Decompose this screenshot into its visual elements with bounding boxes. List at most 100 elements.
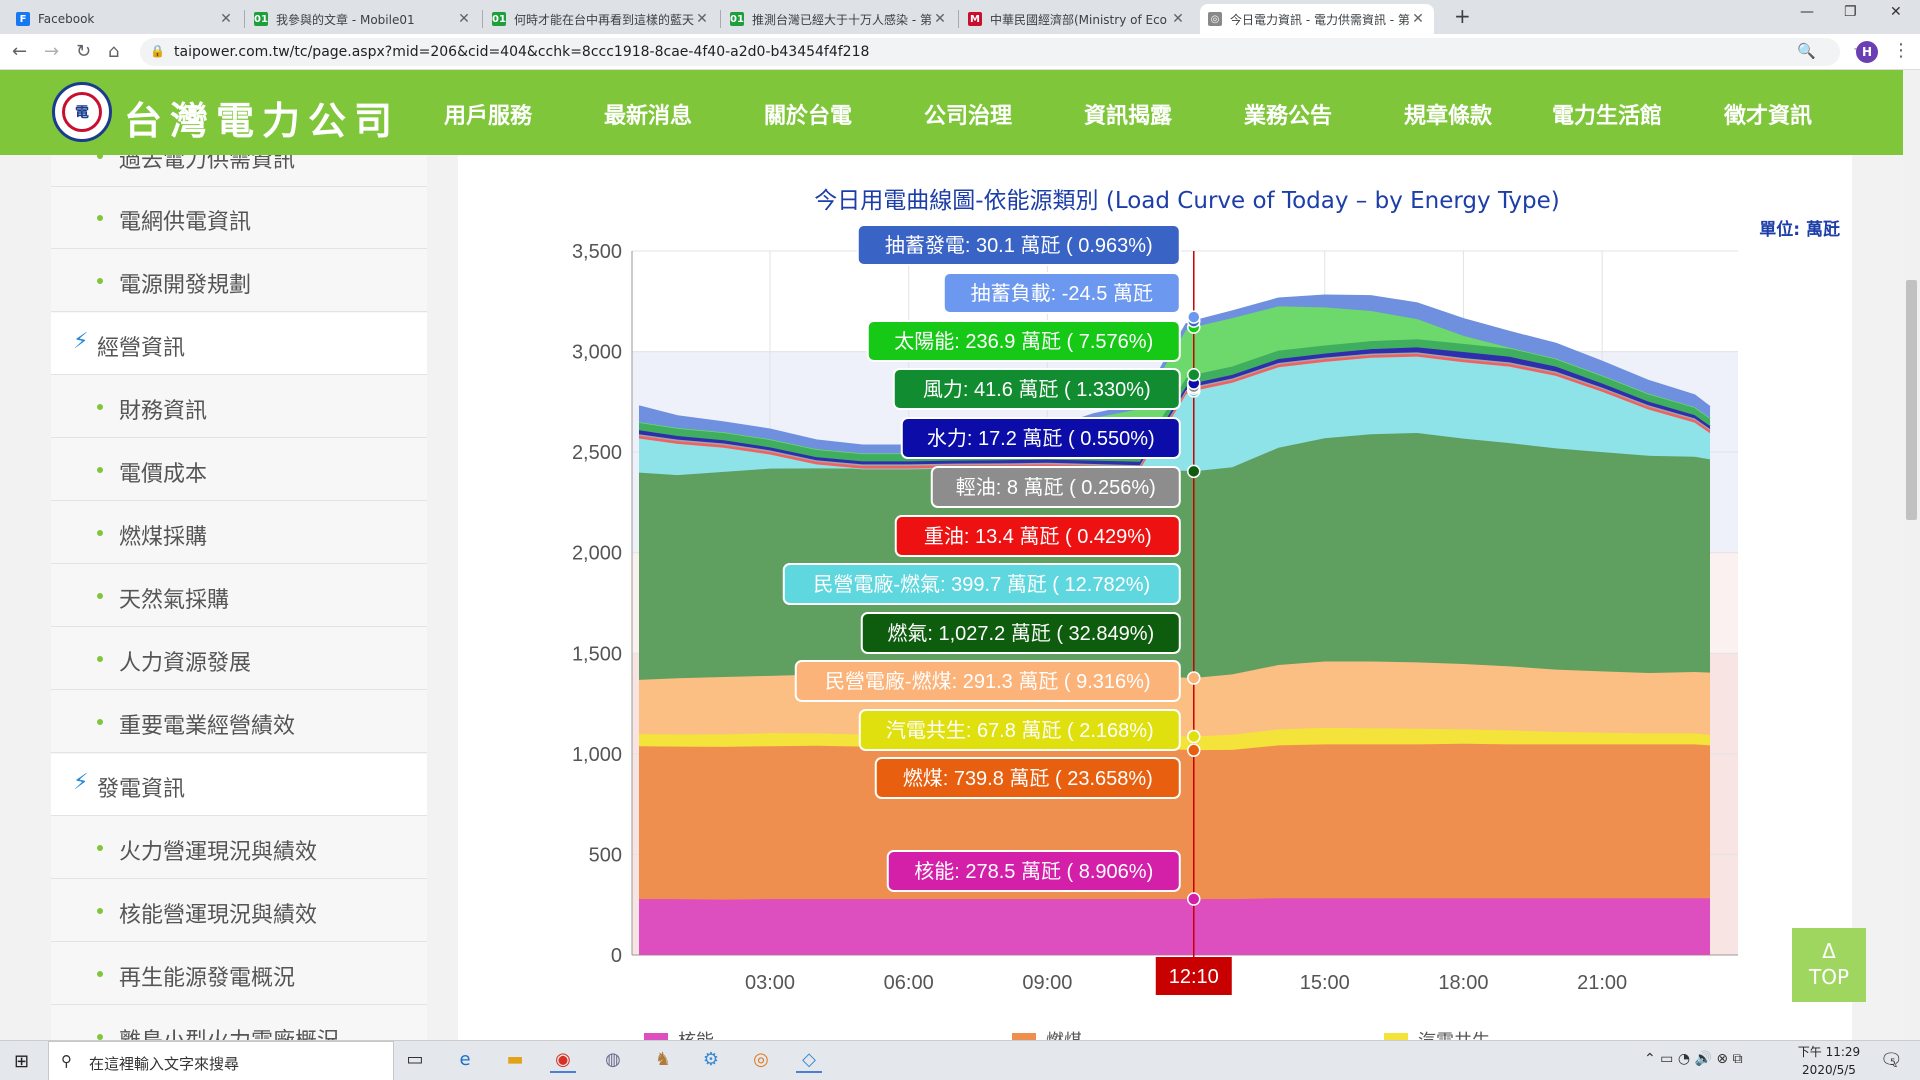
- page-scrollbar[interactable]: [1903, 70, 1920, 1040]
- nav-item[interactable]: 資訊揭露: [1084, 104, 1173, 129]
- url-text[interactable]: taipower.com.tw/tc/page.aspx?mid=206&cid…: [174, 44, 870, 60]
- legend-label[interactable]: 核能: [678, 1031, 714, 1040]
- new-tab-button[interactable]: +: [1454, 4, 1471, 28]
- sidebar-item-label: 天然氣採購: [119, 588, 230, 613]
- bullet-icon: [97, 215, 103, 221]
- scrollbar-thumb[interactable]: [1906, 280, 1917, 520]
- minimize-icon[interactable]: —: [1800, 4, 1814, 20]
- bullet-icon: [97, 278, 103, 284]
- browser-tab[interactable]: F Facebook ✕: [8, 4, 242, 34]
- back-icon[interactable]: ←: [12, 41, 28, 62]
- chrome-icon[interactable]: ◉: [550, 1049, 576, 1073]
- sidebar-item[interactable]: 重要電業經營績效: [51, 691, 427, 753]
- tab-title: 今日電力資訊 - 電力供需資訊 - 第: [1230, 12, 1410, 27]
- sidebar-item[interactable]: 財務資訊: [51, 376, 427, 438]
- sidebar-item[interactable]: 離島小型火力電廠概況: [51, 1006, 427, 1040]
- nav-item[interactable]: 關於台電: [764, 104, 853, 129]
- app-icon-a[interactable]: ◍: [605, 1049, 621, 1070]
- top-label: TOP: [1808, 965, 1850, 989]
- sidebar-item-label: 電價成本: [119, 462, 208, 487]
- legend-swatch[interactable]: [1384, 1033, 1408, 1040]
- nav-item[interactable]: 電力生活館: [1552, 104, 1663, 129]
- y-tick-label: 3,500: [572, 241, 622, 263]
- series-marker: [1187, 729, 1201, 744]
- tab-close-icon[interactable]: ✕: [696, 11, 708, 27]
- tab-close-icon[interactable]: ✕: [1172, 11, 1184, 27]
- windows-start-icon[interactable]: ⊞: [14, 1051, 30, 1072]
- legend-swatch[interactable]: [644, 1033, 668, 1040]
- sidebar-item[interactable]: 再生能源發電概況: [51, 943, 427, 1005]
- legend-label[interactable]: 汽電共生: [1418, 1031, 1490, 1040]
- system-clock[interactable]: 下午 11:29 2020/5/5: [1797, 1043, 1861, 1079]
- top-arrow-icon: Δ: [1822, 939, 1836, 963]
- y-tick-label: 3,000: [572, 342, 622, 364]
- chart-title: 今日用電曲線圖-依能源類別 (Load Curve of Today – by …: [814, 188, 1560, 214]
- task-view-icon[interactable]: ▭: [406, 1049, 424, 1070]
- nav-item[interactable]: 徵才資訊: [1724, 104, 1813, 129]
- sidebar-item[interactable]: 人力資源發展: [51, 628, 427, 690]
- legend-swatch[interactable]: [1012, 1033, 1036, 1040]
- sidebar-item[interactable]: 天然氣採購: [51, 565, 427, 627]
- forward-icon[interactable]: →: [44, 41, 60, 62]
- tooltip-text: 風力: 41.6 萬瓩 ( 1.330%): [923, 378, 1151, 401]
- blender-icon[interactable]: ◎: [753, 1049, 769, 1070]
- sidebar-section-header[interactable]: ⚡ 經營資訊: [51, 313, 427, 375]
- tooltip-text: 汽電共生: 67.8 萬瓩 ( 2.168%): [886, 719, 1154, 742]
- browser-menu-icon[interactable]: ⋮: [1892, 40, 1910, 61]
- taipower-logo[interactable]: 電: [52, 82, 112, 142]
- edge-icon[interactable]: e: [459, 1049, 471, 1070]
- maximize-icon[interactable]: ❐: [1844, 4, 1857, 20]
- tab-close-icon[interactable]: ✕: [934, 11, 946, 27]
- address-bar[interactable]: 🔒 taipower.com.tw/tc/page.aspx?mid=206&c…: [140, 38, 1868, 66]
- home-icon[interactable]: ⌂: [108, 41, 120, 62]
- file-explorer-icon[interactable]: ▬: [506, 1049, 524, 1070]
- taskbar-search[interactable]: ⚲ 在這裡輸入文字來搜尋: [48, 1041, 394, 1080]
- nav-item[interactable]: 公司治理: [924, 104, 1013, 129]
- close-window-icon[interactable]: ✕: [1890, 4, 1902, 20]
- reload-icon[interactable]: ↻: [76, 41, 92, 62]
- app-icon-b[interactable]: ♞: [654, 1049, 672, 1070]
- y-tick-label: 2,500: [572, 442, 622, 464]
- nav-item[interactable]: 最新消息: [604, 104, 693, 129]
- tab-close-icon[interactable]: ✕: [220, 11, 232, 27]
- browser-tab[interactable]: ◎ 今日電力資訊 - 電力供需資訊 - 第 ✕: [1200, 4, 1434, 34]
- tooltip-box: [930, 466, 1181, 508]
- profile-avatar[interactable]: H: [1856, 41, 1878, 63]
- sidebar-item[interactable]: 火力營運現況與績效: [51, 817, 427, 879]
- time-cursor-badge: [1155, 957, 1232, 995]
- legend-label[interactable]: 燃煤: [1046, 1031, 1082, 1040]
- app-icon-c[interactable]: ⚙: [702, 1049, 720, 1070]
- browser-tab[interactable]: 01 推測台灣已經大于十万人感染 - 第 ✕: [722, 4, 956, 34]
- browser-tab[interactable]: M 中華民國經濟部(Ministry of Eco ✕: [960, 4, 1194, 34]
- sidebar-item[interactable]: 核能營運現況與績效: [51, 880, 427, 942]
- system-tray[interactable]: ⌃ ▭ ◔ 🔊 ⊗ ⧉: [1644, 1051, 1743, 1067]
- sidebar-section-header[interactable]: ⚡ 發電資訊: [51, 754, 427, 816]
- load-curve-chart[interactable]: 0 500 1,000 1,500 2,000 2,500 3,000 3,500 03:00 0…: [458, 155, 1852, 1040]
- sidebar-item[interactable]: 燃煤採購: [51, 502, 427, 564]
- app-icon-d[interactable]: ◇: [796, 1049, 822, 1073]
- tab-close-icon[interactable]: ✕: [1412, 11, 1424, 27]
- nav-item[interactable]: 規章條款: [1404, 104, 1493, 129]
- x-tick-label: 21:00: [1577, 972, 1627, 994]
- logo-text[interactable]: 台灣電力公司: [124, 98, 401, 143]
- tab-favicon-icon: 01: [730, 12, 744, 26]
- sidebar-item[interactable]: 電源開發規劃: [51, 250, 427, 312]
- clock-time: 下午 11:29: [1797, 1045, 1861, 1059]
- tab-favicon-icon: F: [16, 12, 30, 26]
- browser-tab[interactable]: 01 我參與的文章 - Mobile01 ✕: [246, 4, 480, 34]
- series-marker: [1187, 671, 1201, 685]
- series-marker: [1187, 892, 1201, 906]
- sidebar-item[interactable]: 過去電力供需資訊: [51, 155, 427, 187]
- zoom-icon[interactable]: 🔍: [1797, 42, 1816, 60]
- tab-close-icon[interactable]: ✕: [458, 11, 470, 27]
- sidebar-item[interactable]: 電價成本: [51, 439, 427, 501]
- back-to-top-button[interactable]: Δ TOP: [1792, 928, 1866, 1002]
- notification-icon[interactable]: 🗨 5: [1880, 1050, 1903, 1071]
- bullet-icon: [97, 404, 103, 410]
- nav-item[interactable]: 業務公告: [1244, 104, 1333, 129]
- sidebar-item[interactable]: 電網供電資訊: [51, 187, 427, 249]
- browser-tab[interactable]: 01 何時才能在台中再看到這樣的藍天 ✕: [484, 4, 718, 34]
- tooltip-text: 抽蓄發電: 30.1 萬瓩 ( 0.963%): [885, 234, 1153, 257]
- x-tick-label: 15:00: [1300, 972, 1350, 994]
- nav-item[interactable]: 用戶服務: [444, 104, 533, 129]
